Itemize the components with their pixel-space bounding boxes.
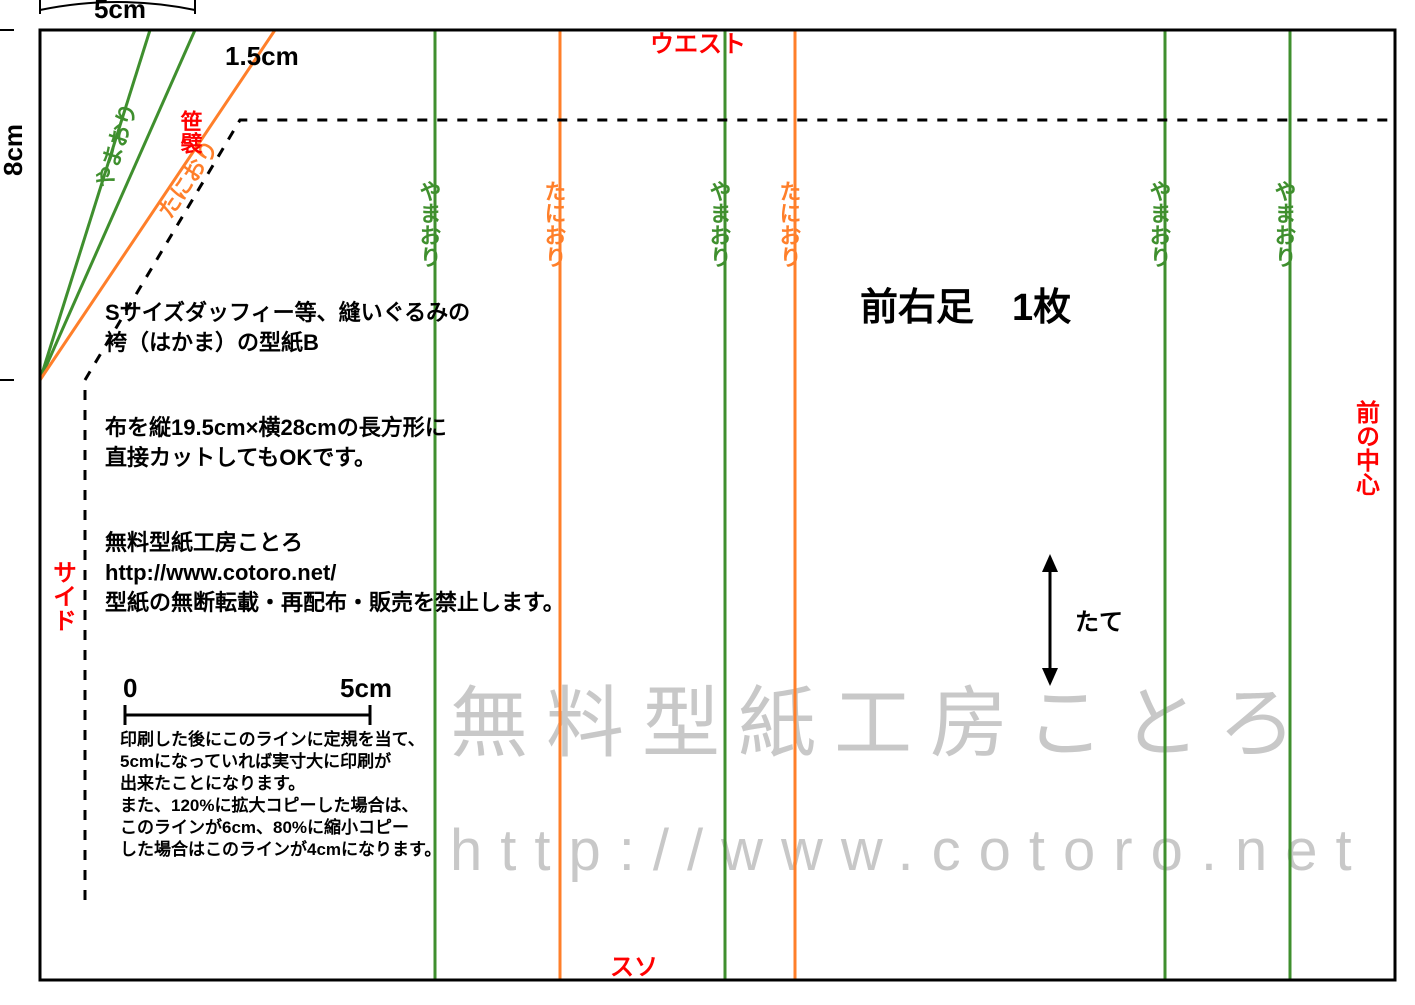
desc-g1-l1: 直接カットしてもOKです。 [105,445,376,470]
desc-g2-l2: 型紙の無断転載・再配布・販売を禁止します。 [105,590,565,615]
edge-label-suso: スソ [610,954,658,981]
desc-g1-l0: 布を縦19.5cm×横28cmの長方形に [105,415,447,440]
fold-label-0: やまおり [417,180,442,268]
piece-title: 前右足 1枚 [860,287,1071,329]
dim-1-5cm-label: 1.5cm [225,41,299,71]
scale-note-2: 出来たことになります。 [120,773,305,793]
scale-ruler-zero: 0 [123,673,137,703]
fold-label-2: やまおり [707,180,732,268]
pattern-diagram: 無料型紙工房ことろ http://www.cotoro.net やまおり たにおり やま… [0,0,1415,1000]
grain-arrow-label: たて [1075,609,1123,636]
fold-label-5: やまおり [1272,180,1297,268]
desc-g2-l0: 無料型紙工房ことろ [105,530,303,555]
desc-g2-l1: http://www.cotoro.net/ [105,560,336,585]
scale-note-3: また、120%に拡大コピーした場合は、 [120,795,418,815]
fold-label-1: たにおり [542,180,567,268]
fold-label-3: たにおり [777,180,802,268]
edge-label-side: サイド [49,560,76,632]
scale-note-4: このラインが6cm、80%に縮小コピー [120,817,409,837]
edge-label-center: 前の中心 [1352,399,1380,496]
watermark-line1: 無料型紙工房ことろ [450,679,1314,767]
scale-ruler-five: 5cm [340,673,392,703]
scale-note-5: した場合はこのラインが4cmになります。 [120,839,441,859]
edge-label-waist: ウエスト [650,31,746,58]
scale-note-0: 印刷した後にこのラインに定規を当て、 [120,729,425,749]
dim-5cm-label: 5cm [94,0,146,24]
fold-label-4: やまおり [1147,180,1172,268]
desc-g0-l1: 袴（はかま）の型紙B [104,330,319,355]
pleat-label: 笹襞 [178,109,203,155]
desc-g0-l0: Sサイズダッフィー等、縫いぐるみの [105,300,470,325]
dim-8cm-label: 8cm [0,124,28,176]
scale-note-1: 5cmになっていれば実寸大に印刷が [120,751,391,771]
watermark-line2: http://www.cotoro.net [450,818,1370,883]
